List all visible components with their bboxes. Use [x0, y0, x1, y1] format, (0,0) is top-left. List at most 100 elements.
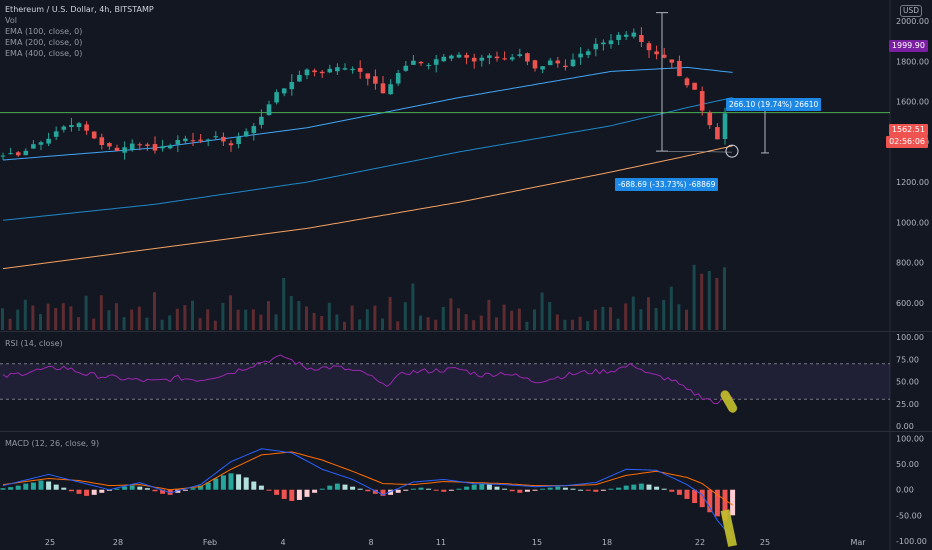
- rise-measure-label: 266.10 (19.74%) 26610: [726, 98, 822, 111]
- volume-bar: [662, 299, 666, 330]
- volume-bar: [441, 306, 445, 330]
- volume-bar: [563, 319, 567, 330]
- macd-histogram-bar: [494, 486, 500, 490]
- macd-histogram-bar: [68, 489, 74, 492]
- macd-histogram-bar: [456, 488, 462, 490]
- macd-histogram-bar: [114, 488, 120, 490]
- volume-bar: [533, 309, 536, 330]
- candle-body: [699, 91, 705, 111]
- macd-histogram-bar: [228, 473, 234, 490]
- time-axis-tick: Feb: [203, 538, 217, 547]
- ema200-legend: EMA (200, close, 0): [5, 38, 83, 47]
- macd-histogram-bar: [540, 488, 546, 490]
- candle-body: [373, 76, 378, 84]
- volume-bar: [175, 308, 179, 330]
- macd-histogram-bar: [585, 489, 591, 491]
- volume-bar: [289, 296, 293, 330]
- candle-body: [585, 51, 591, 55]
- candle-body: [525, 53, 530, 62]
- candle-body: [509, 57, 515, 60]
- volume-bar: [23, 299, 27, 330]
- macd-histogram-bar: [91, 489, 97, 495]
- volume-bar: [677, 304, 681, 330]
- volume-bar: [517, 308, 521, 330]
- candle-body: [365, 73, 371, 79]
- candle-body: [304, 69, 310, 76]
- volume-bar: [365, 309, 369, 330]
- macd-histogram-bar: [600, 489, 606, 491]
- macd-histogram-bar: [205, 482, 211, 490]
- volume-bar: [616, 318, 620, 330]
- macd-histogram-bar: [578, 489, 584, 491]
- candle-body: [312, 70, 317, 73]
- ema100-legend: EMA (100, close, 0): [5, 27, 83, 36]
- candle-body: [494, 56, 500, 59]
- volume-bar: [631, 296, 635, 330]
- candle-body: [107, 143, 112, 147]
- macd-line: [2, 448, 733, 539]
- candle-body: [319, 71, 325, 74]
- macd-histogram-bar: [638, 483, 644, 490]
- volume-bar: [692, 264, 696, 330]
- candle-body: [53, 131, 59, 137]
- macd-histogram-bar: [676, 489, 682, 495]
- candle-body: [137, 144, 143, 146]
- volume-bar: [624, 303, 628, 330]
- macd-histogram-bar: [707, 489, 713, 513]
- macd-histogram-bar: [486, 484, 492, 490]
- candle-body: [654, 51, 659, 55]
- volume-bar: [39, 314, 42, 330]
- candle-body: [145, 144, 150, 146]
- macd-histogram-bar: [669, 489, 675, 492]
- candle-body: [418, 61, 424, 64]
- candle-body: [601, 42, 606, 45]
- volume-bar: [183, 305, 187, 330]
- macd-histogram-bar: [388, 489, 394, 495]
- macd-histogram-bar: [304, 489, 310, 497]
- candle-body: [570, 59, 576, 67]
- rsi-band-fill: [0, 363, 890, 400]
- candle-body: [677, 60, 682, 77]
- time-axis-tick: 18: [602, 538, 612, 547]
- candle-body: [160, 146, 165, 149]
- candle-body: [15, 152, 21, 156]
- volume-bar: [647, 297, 650, 330]
- macd-histogram-bar: [84, 489, 90, 496]
- candle-body: [114, 147, 120, 151]
- volume-bar: [700, 273, 704, 330]
- volume-bar: [282, 277, 286, 330]
- volume-bar: [244, 309, 248, 330]
- macd-histogram-bar: [616, 487, 622, 490]
- candle-body: [715, 127, 720, 140]
- volume-bar: [31, 305, 35, 330]
- candle-body: [487, 55, 492, 58]
- macd-histogram-bar: [236, 474, 242, 490]
- macd-histogram-bar: [160, 489, 166, 494]
- volume-bar: [373, 305, 377, 330]
- candle-body: [722, 113, 728, 139]
- volume-bar: [601, 306, 605, 330]
- macd-histogram-bar: [99, 489, 105, 493]
- macd-axis-tick: -100.00: [896, 537, 927, 546]
- candle-body: [502, 58, 507, 60]
- candle-body: [152, 144, 158, 151]
- candle-body: [684, 78, 690, 86]
- candle-body: [274, 92, 279, 103]
- volume-bar: [411, 283, 415, 330]
- macd-histogram-bar: [53, 484, 59, 490]
- volume-bar: [502, 304, 506, 330]
- time-axis-tick: 22: [695, 538, 705, 547]
- volume-bar: [707, 270, 711, 330]
- macd-histogram-bar: [608, 488, 614, 490]
- candle-body: [205, 139, 211, 141]
- currency-button[interactable]: USD: [899, 5, 922, 17]
- volume-bar: [107, 310, 111, 330]
- candle-body: [31, 144, 36, 149]
- macd-histogram-bar: [213, 478, 219, 490]
- macd-histogram-bar: [623, 485, 629, 490]
- volume-bar: [548, 301, 552, 330]
- macd-histogram-bar: [46, 481, 52, 490]
- macd-histogram-bar: [23, 483, 29, 490]
- macd-histogram-bar: [327, 485, 333, 490]
